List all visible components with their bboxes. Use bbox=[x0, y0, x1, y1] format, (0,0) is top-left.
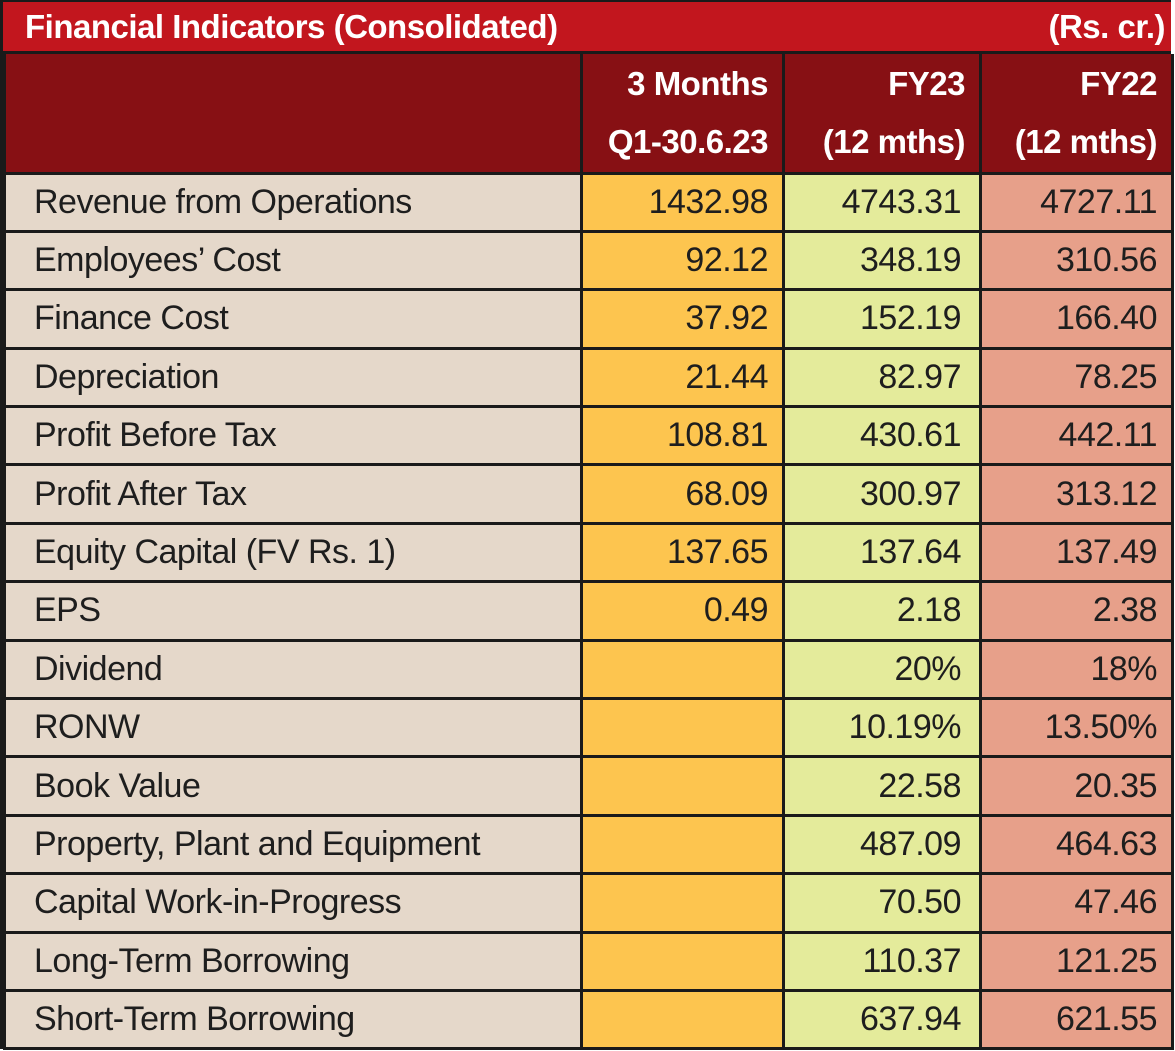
cell-fy23: 430.61 bbox=[782, 405, 982, 467]
cell-fy22: 2.38 bbox=[979, 580, 1174, 642]
column-header-q1: 3 Months Q1-30.6.23 bbox=[580, 54, 785, 175]
cell-fy22: 4727.11 bbox=[979, 171, 1174, 233]
row-label: EPS bbox=[3, 580, 583, 642]
cell-fy22: 47.46 bbox=[979, 872, 1174, 934]
cell-q1: 137.65 bbox=[580, 521, 785, 584]
cell-fy22: 621.55 bbox=[979, 988, 1174, 1051]
cell-fy23: 110.37 bbox=[782, 930, 982, 992]
cell-fy22: 18% bbox=[979, 638, 1174, 701]
cell-fy23: 300.97 bbox=[782, 463, 982, 525]
row-label: Finance Cost bbox=[3, 288, 583, 350]
table-row: Property, Plant and Equipment 487.09 464.6… bbox=[3, 813, 1174, 876]
table-row: Finance Cost 37.92 152.19 166.40 bbox=[3, 288, 1174, 350]
cell-fy23: 70.50 bbox=[782, 872, 982, 934]
row-label: Long-Term Borrowing bbox=[3, 930, 583, 992]
row-label: Revenue from Operations bbox=[3, 171, 583, 233]
cell-q1: 0.49 bbox=[580, 580, 785, 642]
header-row: 3 Months Q1-30.6.23 FY23 (12 mths) FY22 … bbox=[3, 54, 1174, 175]
cell-fy22: 13.50% bbox=[979, 697, 1174, 759]
cell-fy22: 78.25 bbox=[979, 346, 1174, 409]
cell-q1: 1432.98 bbox=[580, 171, 785, 233]
cell-q1 bbox=[580, 697, 785, 759]
table-row: Employees’ Cost 92.12 348.19 310.56 bbox=[3, 229, 1174, 292]
cell-q1: 21.44 bbox=[580, 346, 785, 409]
column-header-line2: (12 mths) bbox=[822, 122, 966, 160]
cell-fy23: 348.19 bbox=[782, 229, 982, 292]
row-label: Capital Work-in-Progress bbox=[3, 872, 583, 934]
row-label: Employees’ Cost bbox=[3, 229, 583, 292]
cell-q1: 108.81 bbox=[580, 405, 785, 467]
cell-q1 bbox=[580, 988, 785, 1051]
row-label: Dividend bbox=[3, 638, 583, 701]
cell-q1 bbox=[580, 872, 785, 934]
header-blank bbox=[3, 54, 583, 175]
financial-table: 3 Months Q1-30.6.23 FY23 (12 mths) FY22 … bbox=[3, 54, 1174, 1051]
table-row: EPS 0.49 2.18 2.38 bbox=[3, 580, 1174, 642]
unit-label: (Rs. cr.) bbox=[1048, 7, 1165, 45]
cell-fy23: 20% bbox=[782, 638, 982, 701]
cell-fy23: 10.19% bbox=[782, 697, 982, 759]
cell-fy23: 637.94 bbox=[782, 988, 982, 1051]
cell-fy22: 313.12 bbox=[979, 463, 1174, 525]
row-label: Book Value bbox=[3, 755, 583, 817]
table-row: Profit Before Tax 108.81 430.61 442.11 bbox=[3, 405, 1174, 467]
row-label: Property, Plant and Equipment bbox=[3, 813, 583, 876]
title-bar: Financial Indicators (Consolidated) (Rs.… bbox=[3, 2, 1171, 54]
cell-fy23: 487.09 bbox=[782, 813, 982, 876]
cell-q1 bbox=[580, 755, 785, 817]
table-title: Financial Indicators (Consolidated) bbox=[25, 7, 558, 45]
row-label: Short-Term Borrowing bbox=[3, 988, 583, 1051]
cell-fy23: 4743.31 bbox=[782, 171, 982, 233]
cell-fy23: 82.97 bbox=[782, 346, 982, 409]
cell-fy23: 22.58 bbox=[782, 755, 982, 817]
column-header-line1: FY23 bbox=[888, 64, 965, 102]
cell-q1: 37.92 bbox=[580, 288, 785, 350]
cell-fy23: 137.64 bbox=[782, 521, 982, 584]
cell-fy22: 310.56 bbox=[979, 229, 1174, 292]
table-row: Capital Work-in-Progress 70.50 47.46 bbox=[3, 872, 1174, 934]
cell-q1: 68.09 bbox=[580, 463, 785, 525]
row-label: Equity Capital (FV Rs. 1) bbox=[3, 521, 583, 584]
table-row: Depreciation 21.44 82.97 78.25 bbox=[3, 346, 1174, 409]
cell-fy22: 121.25 bbox=[979, 930, 1174, 992]
table-row: Revenue from Operations 1432.98 4743.31 472… bbox=[3, 171, 1174, 233]
column-header-line1: FY22 bbox=[1080, 64, 1157, 102]
column-header-fy22: FY22 (12 mths) bbox=[979, 54, 1174, 175]
column-header-line2: Q1-30.6.23 bbox=[607, 122, 769, 160]
column-header-fy23: FY23 (12 mths) bbox=[782, 54, 982, 175]
cell-q1 bbox=[580, 638, 785, 701]
cell-fy22: 137.49 bbox=[979, 521, 1174, 584]
cell-fy23: 152.19 bbox=[782, 288, 982, 350]
row-label: Profit After Tax bbox=[3, 463, 583, 525]
row-label: RONW bbox=[3, 697, 583, 759]
column-header-line1: 3 Months bbox=[627, 64, 768, 102]
cell-fy23: 2.18 bbox=[782, 580, 982, 642]
table-row: Dividend 20% 18% bbox=[3, 638, 1174, 701]
cell-fy22: 166.40 bbox=[979, 288, 1174, 350]
table-row: Profit After Tax 68.09 300.97 313.12 bbox=[3, 463, 1174, 525]
column-header-line2: (12 mths) bbox=[1014, 122, 1158, 160]
row-label: Depreciation bbox=[3, 346, 583, 409]
table-row: Long-Term Borrowing 110.37 121.25 bbox=[3, 930, 1174, 992]
table-row: Equity Capital (FV Rs. 1) 137.65 137.64 137… bbox=[3, 521, 1174, 584]
cell-q1 bbox=[580, 813, 785, 876]
cell-q1 bbox=[580, 930, 785, 992]
table-row: Short-Term Borrowing 637.94 621.55 bbox=[3, 988, 1174, 1051]
cell-fy22: 442.11 bbox=[979, 405, 1174, 467]
row-label: Profit Before Tax bbox=[3, 405, 583, 467]
cell-fy22: 20.35 bbox=[979, 755, 1174, 817]
table-row: RONW 10.19% 13.50% bbox=[3, 697, 1174, 759]
table-row: Book Value 22.58 20.35 bbox=[3, 755, 1174, 817]
cell-q1: 92.12 bbox=[580, 229, 785, 292]
cell-fy22: 464.63 bbox=[979, 813, 1174, 876]
